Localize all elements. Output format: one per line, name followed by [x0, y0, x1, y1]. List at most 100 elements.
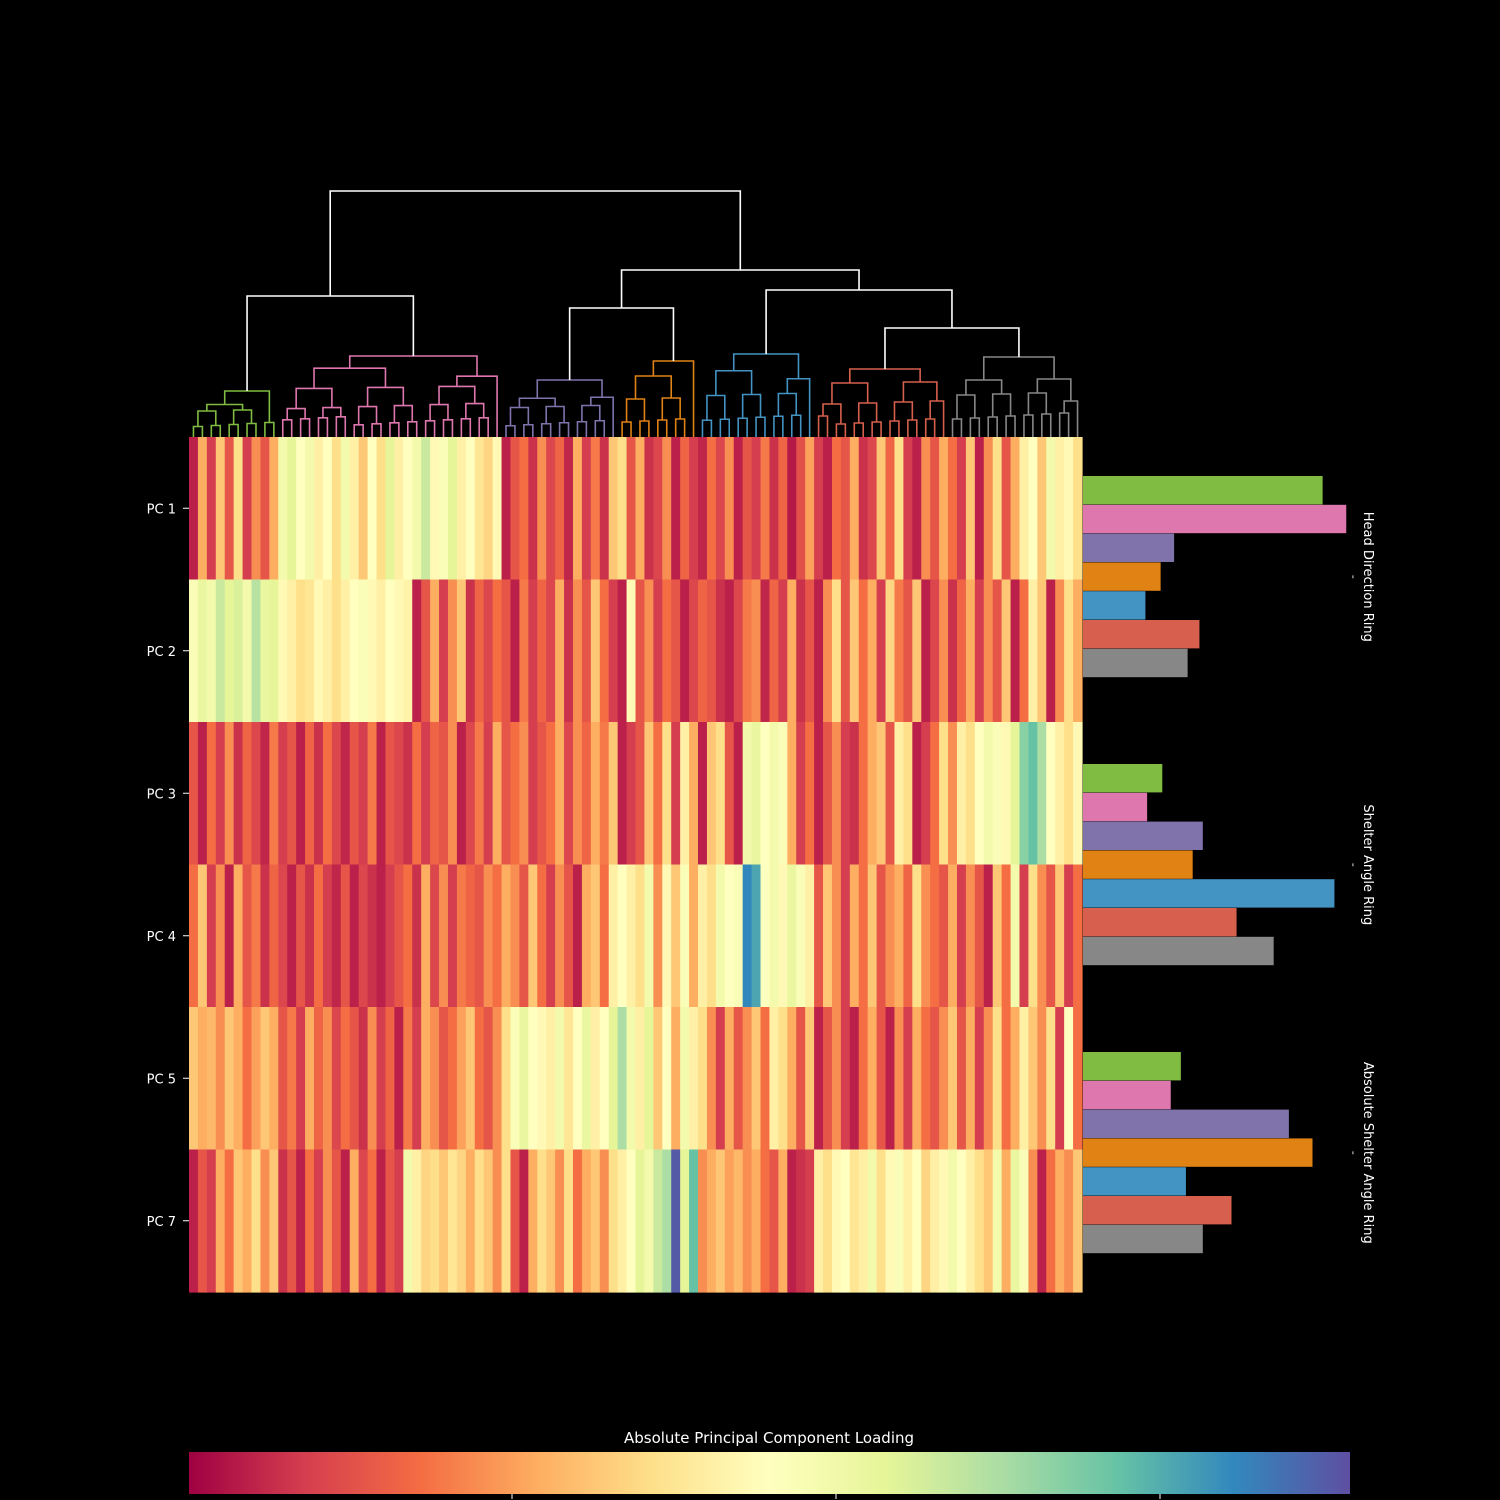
heatmap-cell — [537, 722, 547, 866]
heatmap-cell — [948, 437, 958, 581]
heatmap-cell — [867, 437, 878, 581]
heatmap-cell — [394, 437, 404, 581]
heatmap-cell — [483, 1007, 494, 1151]
heatmap-cell — [1028, 864, 1038, 1008]
heatmap-cell — [805, 1007, 815, 1151]
heatmap-cell — [564, 864, 574, 1008]
heatmap-cell — [831, 722, 842, 866]
heatmap-cell — [983, 1007, 994, 1151]
heatmap-cell — [992, 579, 1003, 723]
heatmap-cell — [340, 864, 351, 1008]
heatmap-cell — [599, 579, 610, 723]
heatmap-cell — [296, 437, 306, 581]
heatmap-cell — [742, 579, 753, 723]
heatmap-cell — [251, 864, 262, 1008]
heatmap-cell — [644, 1007, 654, 1151]
heatmap-cell — [233, 864, 244, 1008]
heatmap-cell — [439, 437, 449, 581]
heatmap-cell — [894, 437, 904, 581]
heatmap-cell — [1073, 579, 1083, 723]
heatmap-cell — [787, 1149, 797, 1293]
side-bar-label: Head Direction Ring — [1360, 512, 1375, 642]
heatmap-cell — [1055, 1149, 1065, 1293]
heatmap-cell — [439, 579, 449, 723]
heatmap-cell — [590, 1007, 601, 1151]
dendrogram-link — [790, 414, 802, 437]
heatmap-cell — [921, 722, 931, 866]
heatmap-cell — [992, 1007, 1003, 1151]
row-label: PC 2 — [147, 645, 176, 660]
dendrogram-link — [478, 417, 489, 437]
dendrogram-link — [357, 405, 378, 425]
heatmap-cell — [510, 579, 521, 723]
heatmap-cell — [349, 437, 360, 581]
heatmap-cell — [555, 722, 565, 866]
heatmap-cell — [412, 579, 422, 723]
heatmap-cell — [403, 1149, 413, 1293]
heatmap-cell — [367, 1149, 378, 1293]
heatmap-cell — [403, 864, 413, 1008]
heatmap-cell — [706, 1007, 717, 1151]
heatmap-cell — [501, 864, 512, 1008]
heatmap-cell — [626, 1007, 637, 1151]
heatmap-cell — [528, 722, 538, 866]
dendrogram-link — [281, 419, 293, 437]
heatmap-cell — [671, 1007, 681, 1151]
heatmap-cell — [206, 864, 217, 1008]
side-bar — [1083, 1080, 1171, 1110]
heatmap-cell — [671, 437, 681, 581]
heatmap-cell — [956, 579, 967, 723]
heatmap-cell — [742, 1007, 753, 1151]
dendrogram-link — [652, 360, 695, 437]
heatmap-cell — [1046, 579, 1056, 723]
heatmap-cell — [189, 579, 199, 723]
side-bar-separator: - — [1347, 575, 1360, 579]
heatmap-cell — [626, 864, 637, 1008]
heatmap-cell — [1046, 864, 1056, 1008]
heatmap-cell — [671, 864, 681, 1008]
dendrogram-link — [639, 420, 650, 437]
heatmap-cell — [1064, 579, 1074, 723]
heatmap-cell — [1010, 437, 1021, 581]
heatmap-cell — [403, 1007, 413, 1151]
heatmap-cell — [635, 722, 646, 866]
heatmap-cell — [653, 579, 663, 723]
heatmap-cell — [456, 437, 467, 581]
side-bar — [1083, 1167, 1186, 1196]
heatmap-cell — [572, 864, 583, 1008]
side-bar — [1083, 850, 1193, 879]
heatmap-cell — [474, 722, 485, 866]
heatmap-cell — [331, 722, 342, 866]
heatmap-cell — [322, 579, 333, 723]
heatmap-cell — [724, 1007, 735, 1151]
dendrogram-link — [540, 422, 552, 437]
heatmap-cell — [823, 1149, 833, 1293]
heatmap-cell — [778, 864, 788, 1008]
dendrogram-link — [965, 379, 1003, 395]
side-bar-label: Absolute Shelter Angle Ring — [1360, 1062, 1375, 1244]
dendrogram-link — [831, 382, 869, 404]
heatmap-cell — [849, 437, 860, 581]
heatmap-cell — [1019, 579, 1030, 723]
heatmap-cell — [796, 864, 806, 1008]
heatmap-cell — [430, 1007, 440, 1151]
heatmap-cell — [1019, 437, 1030, 581]
dendrogram-link — [657, 419, 668, 437]
heatmap-cell — [1055, 437, 1065, 581]
heatmap-cell — [948, 722, 958, 866]
heatmap-cell — [831, 1007, 842, 1151]
side-bar — [1083, 562, 1161, 591]
dendrogram-link — [317, 417, 329, 437]
dendrogram-link — [576, 420, 588, 437]
dendrogram-link — [329, 190, 742, 296]
heatmap-cell — [733, 1007, 744, 1151]
heatmap-cell — [831, 1149, 842, 1293]
heatmap-cell — [510, 1149, 521, 1293]
dendrogram-link — [335, 416, 347, 437]
side-bar — [1083, 821, 1203, 850]
heatmap-cell — [805, 722, 815, 866]
dendrogram-link — [232, 409, 253, 425]
heatmap-cell — [251, 437, 262, 581]
heatmap-cell — [197, 437, 208, 581]
heatmap-cell — [778, 1007, 788, 1151]
